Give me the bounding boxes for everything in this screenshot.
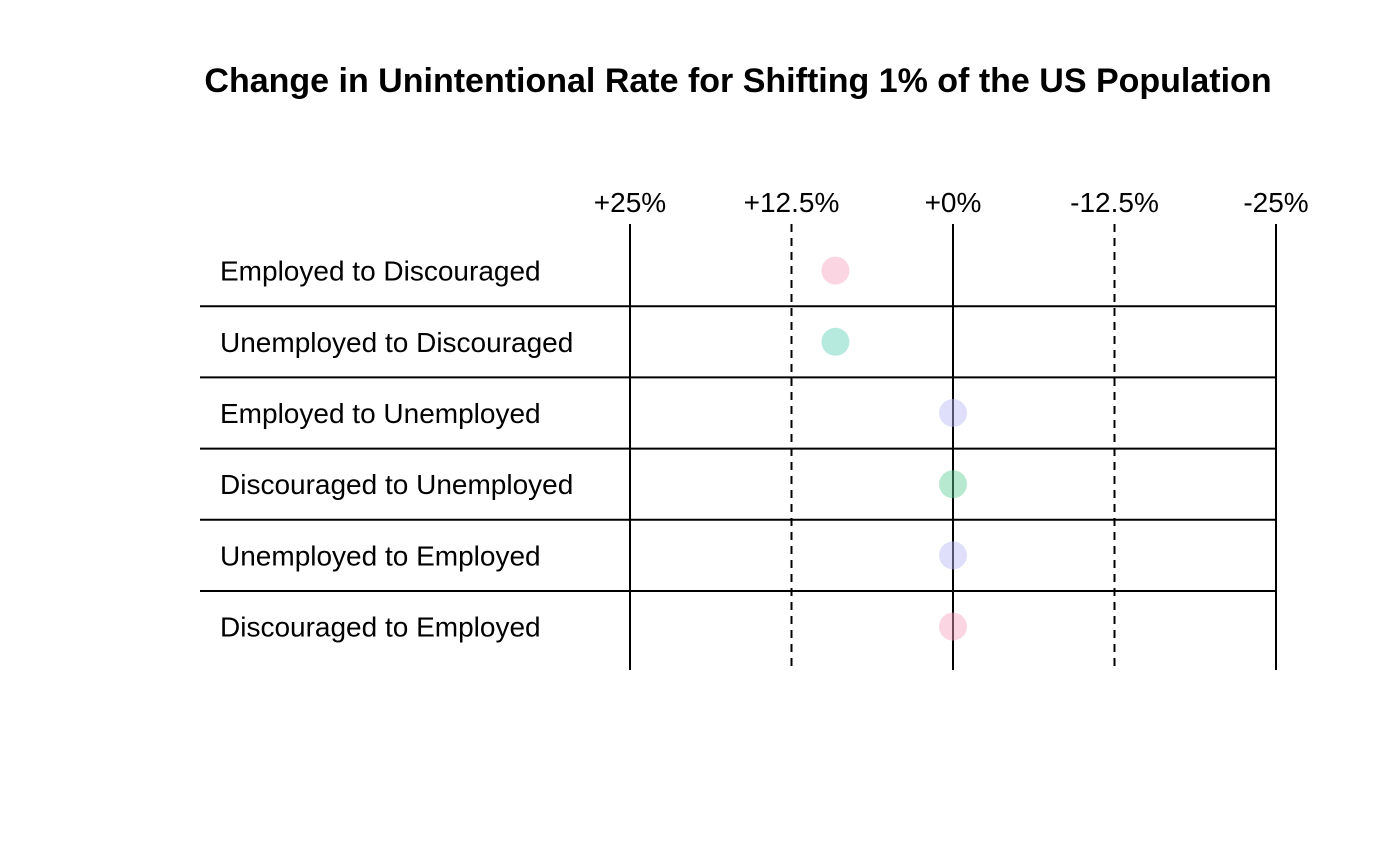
x-tick-labels: +25% +12.5% +0% -12.5% -25% <box>594 187 1309 218</box>
row-label-0: Employed to Discouraged <box>220 256 541 287</box>
x-tick-label-0: +25% <box>594 187 666 218</box>
row-label-1: Unemployed to Discouraged <box>220 327 573 358</box>
row-label-4: Unemployed to Employed <box>220 540 541 571</box>
data-point-4 <box>939 541 967 570</box>
vertical-gridlines <box>629 224 1277 670</box>
data-point-3 <box>939 470 967 499</box>
data-point-0 <box>821 256 850 285</box>
row-label-2: Employed to Unemployed <box>220 398 541 429</box>
chart-title: Change in Unintentional Rate for Shiftin… <box>204 62 1271 100</box>
row-label-3: Discouraged to Unemployed <box>220 469 573 500</box>
x-tick-label-3: -12.5% <box>1070 187 1159 218</box>
data-point-1 <box>821 327 850 356</box>
data-point-5 <box>939 612 967 641</box>
x-tick-label-1: +12.5% <box>744 187 840 218</box>
data-point-2 <box>939 399 967 427</box>
x-tick-label-2: +0% <box>925 187 982 218</box>
row-separators <box>200 305 1276 592</box>
row-labels: Employed to Discouraged Unemployed to Dis… <box>220 256 573 643</box>
row-label-5: Discouraged to Employed <box>220 612 541 643</box>
data-points <box>821 256 967 641</box>
x-tick-label-4: -25% <box>1243 187 1308 218</box>
